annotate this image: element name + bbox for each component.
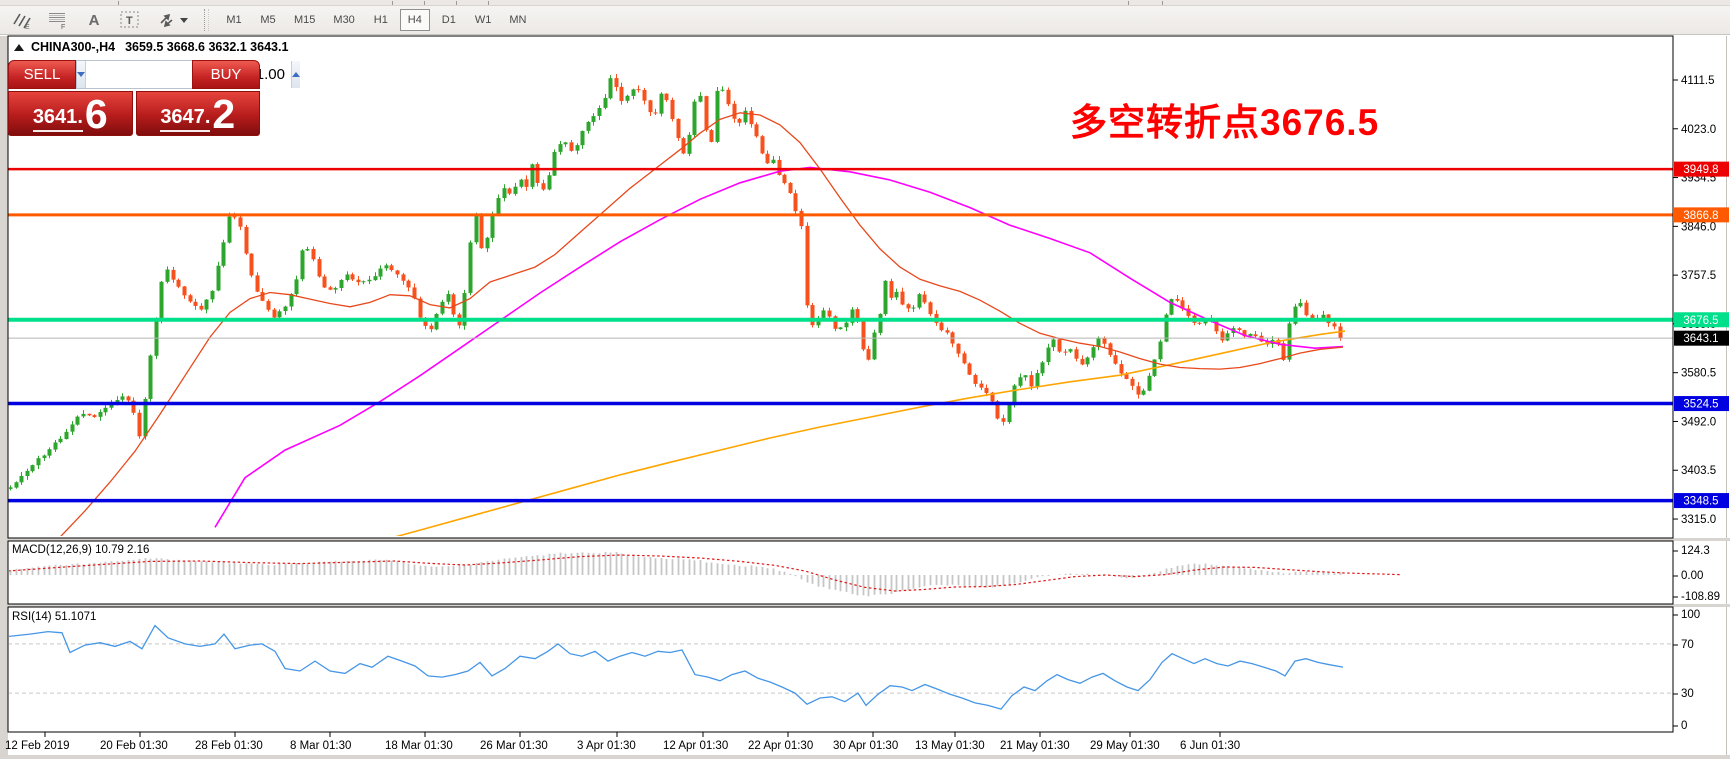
svg-text:3866.8: 3866.8 <box>1683 210 1718 222</box>
rsi-layer <box>9 624 1672 710</box>
svg-text:124.3: 124.3 <box>1681 545 1710 557</box>
text-label-icon[interactable]: A <box>88 11 100 29</box>
tab-timeframe-m1[interactable]: M1 <box>226 14 242 26</box>
svg-text:22 Apr 01:30: 22 Apr 01:30 <box>748 740 813 752</box>
candles-layer <box>9 74 1343 491</box>
ma-mid-line <box>214 166 1344 528</box>
chevron-down-icon <box>77 72 85 77</box>
window-right-edge <box>1726 36 1727 755</box>
volume-decrease-button[interactable] <box>77 61 86 88</box>
svg-text:F: F <box>61 24 65 30</box>
toolbar-separator <box>204 9 209 31</box>
svg-text:18 Mar 01:30: 18 Mar 01:30 <box>385 740 453 752</box>
volume-input[interactable] <box>86 61 291 88</box>
svg-text:0: 0 <box>1681 720 1687 732</box>
svg-text:MACD(12,26,9) 10.79 2.16: MACD(12,26,9) 10.79 2.16 <box>12 544 149 556</box>
svg-text:12 Feb 2019: 12 Feb 2019 <box>5 740 70 752</box>
svg-text:28 Feb 01:30: 28 Feb 01:30 <box>195 740 263 752</box>
date-axis[interactable]: 12 Feb 2019 20 Feb 01:30 28 Feb 01:30 8 Mar… <box>5 732 1240 752</box>
ma-slow-line <box>395 330 1346 536</box>
volume-stepper <box>76 60 300 89</box>
tab-timeframe-d1[interactable]: D1 <box>441 14 456 26</box>
chevron-down-icon <box>179 17 188 23</box>
svg-text:100: 100 <box>1681 609 1700 621</box>
rsi-label: RSI(14) 51.1071 <box>12 611 96 623</box>
tab-timeframe-h4[interactable]: H4 <box>399 9 430 31</box>
svg-text:8 Mar 01:30: 8 Mar 01:30 <box>290 740 351 752</box>
svg-text:3492.0: 3492.0 <box>1681 416 1716 428</box>
panel-borders <box>7 35 1674 733</box>
svg-text:3315.0: 3315.0 <box>1681 514 1716 526</box>
ma-fast-line <box>60 112 1344 536</box>
rsi-axis: 100 70 30 0 <box>1673 609 1700 732</box>
svg-text:3757.5: 3757.5 <box>1681 270 1716 282</box>
svg-text:T: T <box>126 15 133 27</box>
svg-text:3524.5: 3524.5 <box>1683 399 1718 411</box>
tab-timeframe-mn[interactable]: MN <box>509 14 527 26</box>
macd-label: MACD(12,26,9) 10.79 2.16 <box>12 544 149 556</box>
sell-price-display[interactable]: 3641. 6 <box>8 91 133 136</box>
svg-text:E: E <box>25 24 30 30</box>
symbol-name: CHINA300-,H4 <box>31 40 116 54</box>
svg-text:3580.5: 3580.5 <box>1681 368 1716 380</box>
text-box-icon[interactable]: T <box>116 8 144 32</box>
svg-text:70: 70 <box>1681 639 1694 651</box>
svg-text:6 Jun 01:30: 6 Jun 01:30 <box>1180 740 1240 752</box>
svg-text:4111.5: 4111.5 <box>1681 75 1714 87</box>
svg-text:21 May 01:30: 21 May 01:30 <box>1000 740 1070 752</box>
svg-text:RSI(14) 51.1071: RSI(14) 51.1071 <box>12 611 96 623</box>
svg-text:13 May 01:30: 13 May 01:30 <box>915 740 985 752</box>
svg-text:3 Apr 01:30: 3 Apr 01:30 <box>577 740 636 752</box>
chevron-up-icon <box>292 72 300 77</box>
chart-toolbar: E F A T <box>0 6 1730 35</box>
expert-advisor-chart-icon[interactable]: E <box>8 8 36 32</box>
buy-button[interactable]: BUY <box>192 60 260 89</box>
price-axis[interactable]: 4111.54023.03934.53846.03757.53669.03580… <box>1673 75 1716 526</box>
svg-text:30 Apr 01:30: 30 Apr 01:30 <box>833 740 898 752</box>
svg-text:0.00: 0.00 <box>1681 570 1703 582</box>
arrow-objects-icon[interactable] <box>152 8 192 32</box>
tab-timeframe-m30[interactable]: M30 <box>333 14 355 26</box>
macd-histogram <box>9 551 1342 597</box>
svg-text:3676.5: 3676.5 <box>1683 315 1718 327</box>
panel-background-layer <box>0 36 1730 759</box>
tab-timeframe-m15[interactable]: M15 <box>294 14 316 26</box>
svg-text:3846.0: 3846.0 <box>1681 221 1716 233</box>
level-price-labels: 3949.8 3866.8 3676.5 3643.1 3524.5 3348.5 <box>1674 161 1729 509</box>
svg-text:3403.5: 3403.5 <box>1681 465 1716 477</box>
svg-text:26 Mar 01:30: 26 Mar 01:30 <box>480 740 548 752</box>
chart-symbol-header: CHINA300-,H4 3659.5 3668.6 3632.1 3643.1 <box>14 40 288 54</box>
buy-price-display[interactable]: 3647. 2 <box>135 91 260 138</box>
fibonacci-grid-icon[interactable]: F <box>44 8 72 32</box>
svg-text:30: 30 <box>1681 688 1694 700</box>
tab-timeframe-m5[interactable]: M5 <box>260 14 276 26</box>
moving-averages-layer <box>60 112 1346 536</box>
one-click-trade-panel: SELL BUY 3641. 6 3647. 2 <box>8 60 300 138</box>
svg-text:3643.1: 3643.1 <box>1683 333 1718 345</box>
sell-price-big-digit: 6 <box>84 91 108 138</box>
collapse-panel-icon[interactable] <box>14 43 24 51</box>
svg-text:3348.5: 3348.5 <box>1683 496 1718 508</box>
svg-text:4023.0: 4023.0 <box>1681 124 1716 136</box>
buy-price-big-digit: 2 <box>212 91 236 138</box>
svg-text:12 Apr 01:30: 12 Apr 01:30 <box>663 740 728 752</box>
window-top-edge <box>0 0 1730 6</box>
symbol-ohlc-values: 3659.5 3668.6 3632.1 3643.1 <box>125 40 289 54</box>
sell-button[interactable]: SELL <box>8 60 76 89</box>
volume-increase-button[interactable] <box>291 61 300 88</box>
macd-axis: 124.3 0.00 -108.89 <box>1673 545 1720 603</box>
macd-signal-line <box>9 554 1401 592</box>
horizontal-levels-layer <box>8 167 1673 503</box>
pivot-point-annotation: 多空转折点3676.5 <box>1070 102 1380 143</box>
svg-text:20 Feb 01:30: 20 Feb 01:30 <box>100 740 168 752</box>
svg-text:-108.89: -108.89 <box>1681 591 1720 603</box>
tab-timeframe-w1[interactable]: W1 <box>474 14 492 26</box>
svg-text:3949.8: 3949.8 <box>1683 164 1718 176</box>
tab-timeframe-h1[interactable]: H1 <box>373 14 388 26</box>
svg-text:29 May 01:30: 29 May 01:30 <box>1090 740 1160 752</box>
